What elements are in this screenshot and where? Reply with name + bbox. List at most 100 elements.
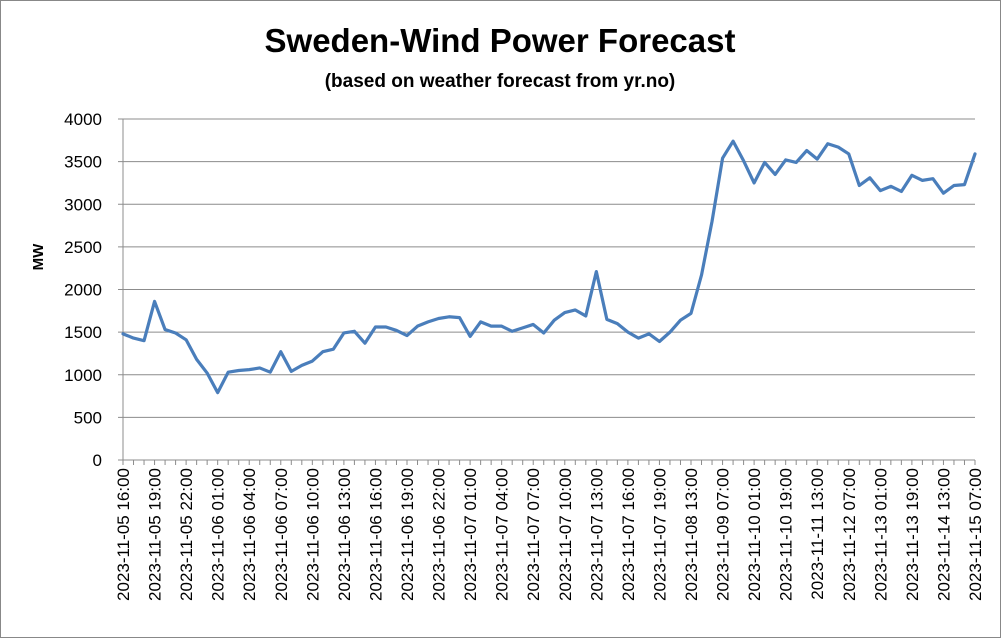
- data-point: [132, 337, 135, 340]
- x-tick-label: 2023-11-14 13:00: [934, 468, 953, 601]
- y-tick-label: 500: [74, 408, 102, 427]
- data-point: [279, 350, 282, 353]
- chart-title: Sweden-Wind Power Forecast: [265, 22, 736, 59]
- data-point: [816, 158, 819, 161]
- data-point: [626, 331, 629, 334]
- data-point: [963, 183, 966, 186]
- data-point: [553, 319, 556, 322]
- data-point: [847, 152, 850, 155]
- series-layer: [121, 139, 977, 395]
- x-tick-label: 2023-11-09 07:00: [714, 468, 733, 601]
- data-point: [858, 184, 861, 187]
- series-line: [121, 139, 977, 395]
- data-point: [469, 335, 472, 338]
- data-point: [868, 176, 871, 179]
- data-point: [174, 331, 177, 334]
- x-tick-label: 2023-11-05 22:00: [177, 468, 196, 601]
- data-point: [195, 358, 198, 361]
- data-point: [384, 326, 387, 329]
- data-point: [616, 322, 619, 325]
- chart-subtitle: (based on weather forecast from yr.no): [325, 71, 676, 92]
- x-tick-label: 2023-11-08 13:00: [682, 468, 701, 601]
- data-point: [416, 325, 419, 328]
- data-point: [805, 149, 808, 152]
- data-point: [164, 328, 167, 331]
- data-point: [952, 184, 955, 187]
- gridlines: [123, 118, 975, 418]
- y-tick-label: 1500: [64, 323, 102, 342]
- data-point: [448, 315, 451, 318]
- x-tick-label: 2023-11-05 16:00: [114, 468, 133, 601]
- data-point: [511, 330, 514, 333]
- x-tick-label: 2023-11-05 19:00: [146, 468, 165, 601]
- data-point: [332, 348, 335, 351]
- y-tick-label: 3000: [64, 195, 102, 214]
- x-tick-label: 2023-11-06 16:00: [366, 468, 385, 601]
- data-point: [458, 316, 461, 319]
- data-point: [637, 337, 640, 340]
- x-tick-label: 2023-11-07 19:00: [650, 468, 669, 601]
- data-point: [742, 159, 745, 162]
- data-point: [647, 332, 650, 335]
- data-point: [711, 220, 714, 223]
- data-point: [532, 323, 535, 326]
- data-point: [427, 320, 430, 323]
- data-point: [574, 308, 577, 311]
- data-point: [374, 326, 377, 329]
- data-point: [269, 371, 272, 374]
- data-point: [258, 366, 261, 369]
- x-tick-label: 2023-11-07 01:00: [461, 468, 480, 601]
- x-tick-label: 2023-11-15 07:00: [966, 468, 985, 601]
- data-point: [721, 157, 724, 160]
- x-tick-label: 2023-11-07 13:00: [587, 468, 606, 601]
- x-tick-labels: 2023-11-05 16:00 2023-11-05 19:00 2023-11-…: [114, 468, 985, 601]
- data-point: [595, 270, 598, 273]
- data-point: [521, 326, 524, 329]
- data-point: [974, 152, 977, 155]
- data-point: [542, 331, 545, 334]
- x-tick-label: 2023-11-13 01:00: [871, 468, 890, 601]
- data-point: [143, 339, 146, 342]
- x-tick-label: 2023-11-07 07:00: [524, 468, 543, 601]
- data-point: [206, 372, 209, 375]
- data-point: [363, 342, 366, 345]
- data-point: [942, 192, 945, 195]
- y-tick-label: 1000: [64, 366, 102, 385]
- x-tick-label: 2023-11-07 10:00: [556, 468, 575, 601]
- data-point: [605, 318, 608, 321]
- data-point: [490, 325, 493, 328]
- data-point: [658, 340, 661, 343]
- data-point: [774, 173, 777, 176]
- x-tick-label: 2023-11-10 19:00: [777, 468, 796, 601]
- data-point: [879, 189, 882, 192]
- data-point: [668, 331, 671, 334]
- data-point: [910, 174, 913, 177]
- y-tick-label: 3500: [64, 153, 102, 172]
- data-point: [837, 146, 840, 149]
- data-point: [311, 360, 314, 363]
- x-tick-label: 2023-11-06 13:00: [335, 468, 354, 601]
- data-point: [784, 158, 787, 161]
- x-tick-label: 2023-11-06 22:00: [430, 468, 449, 601]
- data-point: [931, 177, 934, 180]
- data-point: [563, 311, 566, 314]
- data-point: [227, 371, 230, 374]
- data-point: [679, 319, 682, 322]
- data-point: [321, 350, 324, 353]
- y-axis-label: MW: [30, 243, 47, 270]
- data-point: [216, 391, 219, 394]
- data-point: [248, 368, 251, 371]
- data-point: [900, 190, 903, 193]
- x-tick-label: 2023-11-07 16:00: [619, 468, 638, 601]
- data-point: [122, 332, 125, 335]
- data-point: [889, 185, 892, 188]
- data-point: [437, 317, 440, 320]
- data-point: [342, 331, 345, 334]
- data-point: [290, 370, 293, 373]
- data-point: [395, 329, 398, 332]
- data-point: [237, 369, 240, 372]
- data-point: [406, 334, 409, 337]
- data-point: [753, 181, 756, 184]
- y-tick-labels: 0 500 1000 1500 2000 2500 3000 3500 4000: [64, 110, 102, 470]
